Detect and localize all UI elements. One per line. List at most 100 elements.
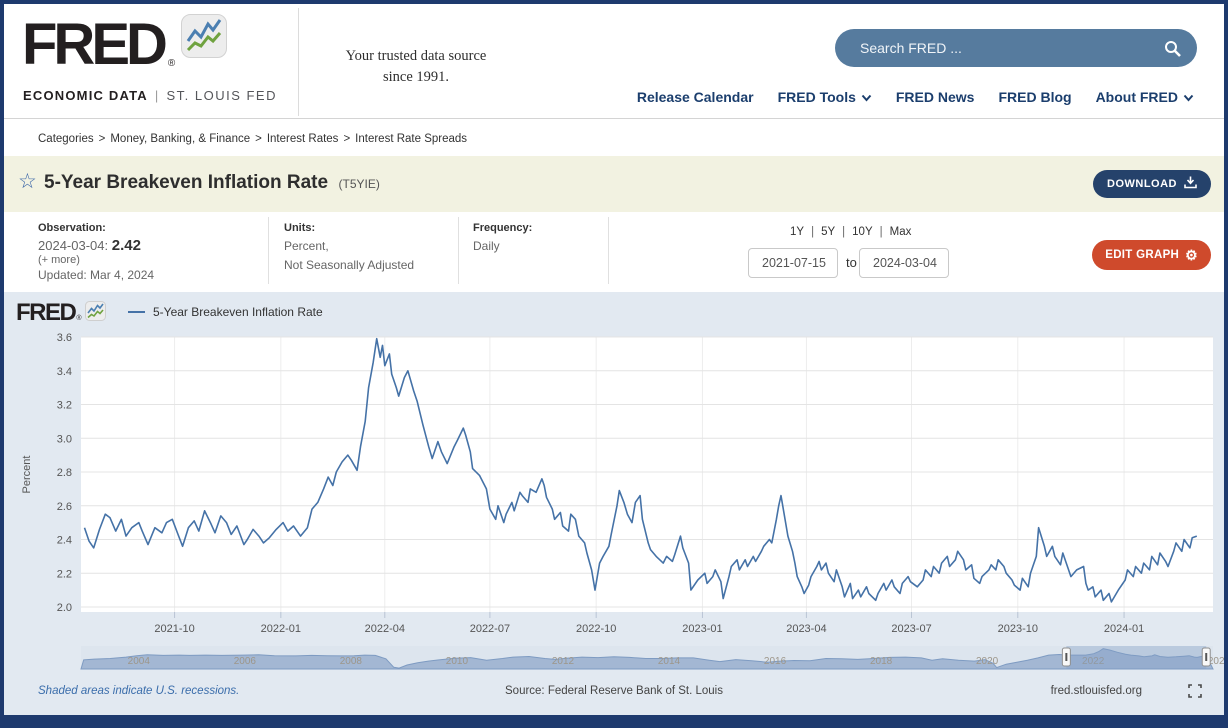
nav-fred-tools[interactable]: FRED Tools (778, 89, 872, 105)
svg-text:2023-07: 2023-07 (891, 623, 931, 635)
page-title: 5-Year Breakeven Inflation Rate (44, 172, 329, 193)
series-title-bar: ☆ 5-Year Breakeven Inflation Rate (T5YIE… (4, 156, 1224, 212)
edit-graph-button[interactable]: EDIT GRAPH ⚙ (1092, 240, 1211, 270)
svg-text:2022: 2022 (1082, 656, 1105, 667)
observation-label: Observation: (38, 222, 106, 234)
svg-text:2022-01: 2022-01 (261, 623, 301, 635)
date-range-to-label: to (846, 255, 857, 270)
units-block: Units: Percent, Not Seasonally Adjusted (284, 222, 414, 274)
watermark-word: FRED (16, 299, 77, 326)
search-bar[interactable] (835, 29, 1197, 67)
preset-max[interactable]: Max (889, 226, 912, 238)
observation-block: Observation: 2024-03-04: 2.42 (+ more) U… (38, 222, 154, 285)
date-to-input[interactable] (859, 248, 949, 278)
svg-text:2024: 2024 (1208, 656, 1224, 667)
logo-economic-data: ECONOMIC DATA (23, 88, 148, 103)
breadcrumb-interest-rate-spreads[interactable]: Interest Rate Spreads (355, 133, 468, 145)
watermark-chart-icon (84, 300, 106, 326)
series-meta-bar: Observation: 2024-03-04: 2.42 (+ more) U… (4, 212, 1224, 292)
fred-watermark: FRED ® (16, 299, 106, 327)
series-ticker: (T5YIE) (338, 177, 380, 191)
svg-text:2018: 2018 (870, 656, 893, 667)
updated-text: Updated: Mar 4, 2024 (38, 268, 155, 282)
download-icon (1184, 176, 1197, 192)
date-from-input[interactable] (748, 248, 838, 278)
site-header: FRED ® ECONOMIC DATA | ST. LOUIS FED Your … (4, 4, 1224, 119)
svg-text:2016: 2016 (764, 656, 787, 667)
chevron-down-icon (861, 89, 872, 105)
logo-st-louis-fed: ST. LOUIS FED (166, 88, 277, 103)
svg-text:2014: 2014 (658, 656, 681, 667)
fred-logo[interactable]: FRED ® (22, 12, 228, 77)
logo-subtitle: ECONOMIC DATA | ST. LOUIS FED (23, 88, 277, 103)
gear-icon: ⚙ (1185, 247, 1198, 263)
source-text: Source: Federal Reserve Bank of St. Loui… (505, 685, 723, 697)
logo-pipe: | (154, 88, 160, 103)
main-chart[interactable]: 2.0 2.2 2.4 2.6 2.8 3.0 3.2 3.4 3.6 2021-10 2022-0… (4, 320, 1224, 636)
svg-text:3.2: 3.2 (57, 400, 72, 412)
svg-text:3.4: 3.4 (57, 366, 72, 378)
units-label: Units: (284, 222, 316, 234)
breadcrumb: Categories > Money, Banking, & Finance > Int… (38, 133, 468, 145)
units-line1: Percent, (284, 239, 329, 253)
breadcrumb-categories[interactable]: Categories (38, 133, 94, 145)
svg-text:2.4: 2.4 (57, 535, 72, 547)
meta-divider (608, 217, 609, 284)
series-title: 5-Year Breakeven Inflation Rate (T5YIE) (44, 172, 380, 194)
svg-text:3.6: 3.6 (57, 332, 72, 344)
breadcrumb-money-banking[interactable]: Money, Banking, & Finance (110, 133, 251, 145)
chevron-down-icon (1183, 89, 1194, 105)
preset-1y[interactable]: 1Y (790, 226, 805, 238)
svg-text:2022-07: 2022-07 (470, 623, 510, 635)
header-divider (298, 8, 299, 116)
search-input[interactable] (835, 40, 1164, 56)
legend-line-swatch (128, 311, 145, 313)
observation-value-line: 2024-03-04: 2.42 (38, 237, 141, 254)
range-minimap[interactable]: 2004 2006 2008 2010 2012 2014 2016 2018 2020 2022… (4, 645, 1224, 671)
svg-text:2020: 2020 (976, 656, 999, 667)
nav-fred-blog[interactable]: FRED Blog (998, 89, 1072, 105)
svg-text:2.6: 2.6 (57, 501, 72, 513)
svg-text:2022-04: 2022-04 (365, 623, 405, 635)
fred-logo-word: FRED (22, 12, 168, 77)
site-url: fred.stlouisfed.org (1050, 685, 1142, 697)
main-nav: Release Calendar FRED Tools FRED News FR… (637, 89, 1194, 105)
more-link[interactable]: (+ more) (38, 254, 80, 266)
units-line2: Not Seasonally Adjusted (284, 257, 415, 272)
recessions-note-link[interactable]: Shaded areas indicate U.S. recessions. (38, 685, 240, 697)
preset-10y[interactable]: 10Y (852, 226, 873, 238)
svg-text:3.0: 3.0 (57, 433, 72, 445)
preset-5y[interactable]: 5Y (821, 226, 836, 238)
tagline: Your trusted data source since 1991. (331, 46, 501, 88)
svg-text:2008: 2008 (340, 656, 363, 667)
breadcrumb-row: Categories > Money, Banking, & Finance > Int… (4, 120, 1224, 156)
breadcrumb-interest-rates[interactable]: Interest Rates (266, 133, 339, 145)
observation-value: 2.42 (111, 237, 141, 254)
svg-text:2.8: 2.8 (57, 467, 72, 479)
favorite-star-icon[interactable]: ☆ (18, 170, 37, 193)
tagline-line2: since 1991. (382, 69, 450, 86)
svg-text:2024-01: 2024-01 (1104, 623, 1144, 635)
frequency-label: Frequency: (473, 222, 533, 234)
frequency-block: Frequency: Daily (473, 222, 532, 256)
frequency-value: Daily (473, 239, 500, 253)
registered-mark: ® (76, 314, 82, 322)
legend-label: 5-Year Breakeven Inflation Rate (153, 305, 323, 319)
svg-text:2012: 2012 (552, 656, 575, 667)
nav-about-fred[interactable]: About FRED (1096, 89, 1194, 105)
svg-text:2023-10: 2023-10 (998, 623, 1038, 635)
svg-text:2023-04: 2023-04 (786, 623, 826, 635)
svg-text:2004: 2004 (128, 656, 151, 667)
search-icon[interactable] (1164, 40, 1181, 57)
svg-text:2023-01: 2023-01 (682, 623, 722, 635)
range-presets: 1Y | 5Y | 10Y | Max (790, 226, 912, 238)
fullscreen-icon[interactable] (1188, 684, 1202, 698)
nav-fred-news[interactable]: FRED News (895, 89, 975, 105)
svg-text:Percent: Percent (21, 456, 33, 494)
svg-text:2.2: 2.2 (57, 568, 72, 580)
download-button[interactable]: DOWNLOAD (1093, 170, 1211, 198)
svg-text:2.0: 2.0 (57, 602, 72, 614)
svg-text:2021-10: 2021-10 (154, 623, 194, 635)
nav-release-calendar[interactable]: Release Calendar (636, 89, 754, 105)
